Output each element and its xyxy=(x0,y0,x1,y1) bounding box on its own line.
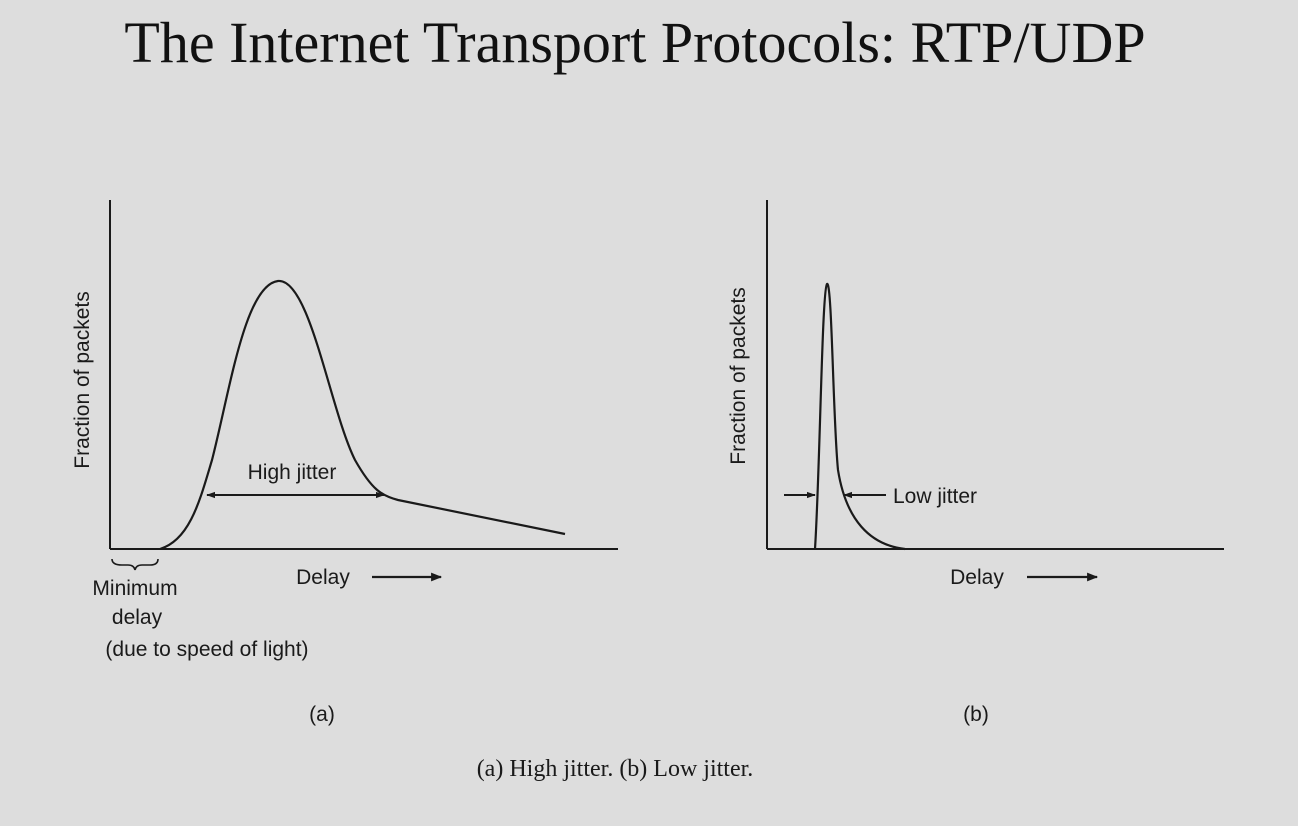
panel-b-ylabel: Fraction of packets xyxy=(727,287,750,464)
panel-a-xlabel: Delay xyxy=(296,566,350,589)
panel-a-ylabel: Fraction of packets xyxy=(71,291,94,468)
panel-a-min-delay-brace xyxy=(111,558,159,571)
panel-b-label: (b) xyxy=(963,703,989,726)
panel-b-delay-curve xyxy=(813,282,906,551)
panel-a-delay-curve xyxy=(159,279,566,551)
panel-a-label: (a) xyxy=(309,703,335,726)
figure-caption: (a) High jitter. (b) Low jitter. xyxy=(476,756,754,782)
panel-a: Fraction of packets High jitter Minimum … xyxy=(71,200,618,726)
panel-b: Fraction of packets Low jitter Delay (b) xyxy=(727,200,1224,726)
panel-a-min-delay-line-2: delay xyxy=(112,606,163,629)
slide-title: The Internet Transport Protocols: RTP/UD… xyxy=(124,10,1146,75)
panel-a-min-delay-line-3: (due to speed of light) xyxy=(105,638,308,661)
panel-b-xlabel: Delay xyxy=(950,566,1004,589)
panel-a-jitter-label: High jitter xyxy=(248,461,337,484)
panel-b-jitter-label: Low jitter xyxy=(893,485,977,508)
panel-a-min-delay-line-1: Minimum xyxy=(92,577,177,600)
